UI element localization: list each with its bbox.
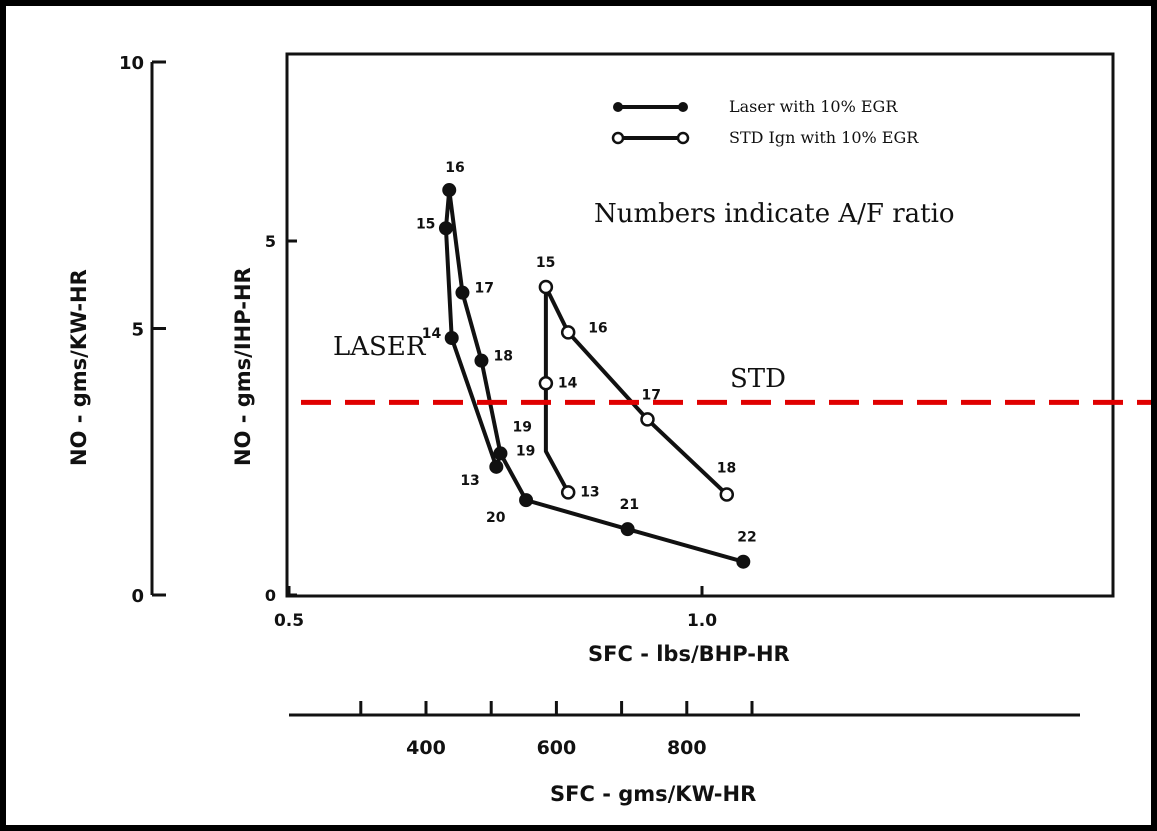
- x-axis-title: SFC - lbs/BHP-HR: [588, 642, 790, 666]
- y-tick-label: 0: [265, 586, 276, 605]
- std-point-18: [719, 487, 735, 502]
- legend-marker-filled: [678, 102, 688, 112]
- laser-point-14: [444, 330, 459, 345]
- no-vs-sfc-chart: 0 5 0.5 1.0 0 5 10 400 600 800 15 16 17 18 19 20 21 22 14…: [67, 52, 1151, 806]
- x-secondary-tick-label: 400: [406, 737, 446, 759]
- std-point-17: [640, 412, 655, 427]
- legend-label-laser: Laser with 10% EGR: [729, 97, 898, 116]
- legend-label-std: STD Ign with 10% EGR: [729, 128, 919, 147]
- laser-point-13: [489, 459, 504, 474]
- std-point-16: [560, 325, 576, 340]
- laser-af-label-13: 13: [460, 473, 479, 489]
- y-tick-label: 5: [265, 232, 276, 251]
- laser-af-label-17: 17: [474, 281, 493, 297]
- plot-frame: [285, 52, 1115, 598]
- legend: Laser with 10% EGR STD Ign with 10% EGR: [611, 97, 919, 147]
- std-af-label-14: 14: [558, 375, 578, 391]
- x-axis-secondary-title: SFC - gms/KW-HR: [550, 782, 756, 806]
- laser-af-label-16: 16: [445, 160, 464, 176]
- y-secondary-tick-label: 0: [131, 586, 144, 607]
- chart-frame: 0 5 0.5 1.0 0 5 10 400 600 800 15 16 17 18 19 20 21 22 14…: [6, 6, 1151, 825]
- laser-point-21: [620, 522, 635, 537]
- laser-point-15: [438, 221, 453, 236]
- legend-marker-open: [611, 131, 625, 145]
- x-tick-label: 1.0: [687, 611, 717, 631]
- laser-point-16: [442, 183, 457, 198]
- laser-af-label-15: 15: [416, 216, 435, 232]
- x-secondary-tick-label: 800: [667, 737, 707, 759]
- x-tick-label: 0.5: [274, 611, 304, 631]
- laser-loop-curve: [443, 189, 503, 469]
- laser-af-label-22: 22: [737, 530, 756, 546]
- legend-marker-open: [676, 131, 690, 145]
- laser-point-17: [455, 285, 470, 300]
- x-secondary-tick-label: 600: [537, 737, 577, 759]
- std-af-label-19: 19: [516, 443, 535, 459]
- laser-region-label: LASER: [333, 332, 427, 362]
- y-axis-title: NO - gms/IHP-HR: [231, 267, 255, 466]
- laser-point-18: [474, 353, 489, 368]
- std-point-14: [538, 376, 554, 391]
- std-af-label-15: 15: [536, 255, 555, 271]
- std-point-15: [538, 279, 554, 295]
- laser-af-label-19: 19: [512, 419, 531, 435]
- laser-point-19: [493, 446, 508, 461]
- laser-af-label-20: 20: [486, 510, 506, 526]
- af-ratio-annotation: Numbers indicate A/F ratio: [594, 199, 955, 229]
- laser-branch-curve: [498, 452, 744, 564]
- laser-point-22: [736, 554, 751, 569]
- std-af-label-17: 17: [641, 387, 660, 403]
- y-axis-secondary-title: NO - gms/KW-HR: [67, 269, 91, 466]
- y-secondary-tick-label: 5: [131, 320, 144, 341]
- legend-marker-filled: [613, 102, 623, 112]
- std-af-label-13: 13: [580, 484, 599, 500]
- std-af-label-18: 18: [717, 460, 736, 476]
- std-af-label-16: 16: [588, 320, 607, 336]
- laser-af-label-14: 14: [422, 326, 442, 342]
- laser-af-label-18: 18: [493, 349, 512, 365]
- std-point-13: [560, 485, 576, 500]
- laser-af-label-21: 21: [620, 497, 639, 513]
- y-secondary-tick-label: 10: [119, 53, 144, 74]
- laser-point-20: [519, 493, 534, 508]
- std-region-label: STD: [730, 364, 786, 394]
